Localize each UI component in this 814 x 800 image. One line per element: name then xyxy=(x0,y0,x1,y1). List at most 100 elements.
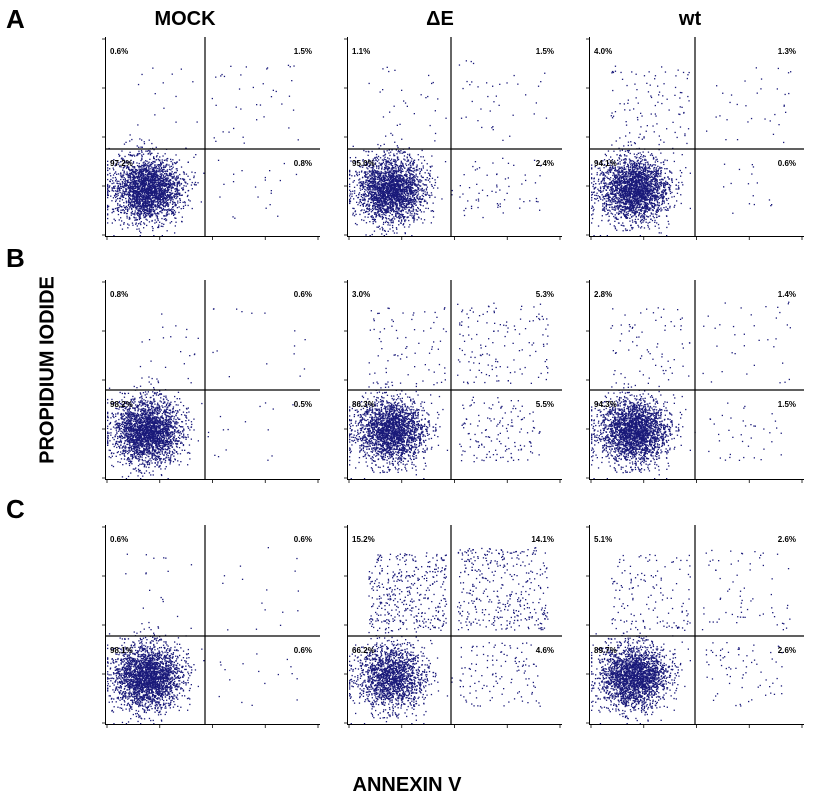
data-point xyxy=(137,204,139,207)
data-point xyxy=(396,216,398,219)
data-point xyxy=(384,200,386,203)
data-point xyxy=(129,162,132,164)
data-point xyxy=(138,186,140,188)
data-point xyxy=(389,176,392,178)
data-point xyxy=(151,188,153,191)
data-point xyxy=(125,160,127,162)
data-point xyxy=(221,73,223,76)
data-point xyxy=(117,183,119,185)
data-point xyxy=(374,171,376,173)
data-point xyxy=(391,199,394,201)
data-point xyxy=(126,184,128,186)
data-point xyxy=(129,183,132,185)
data-point xyxy=(417,195,419,197)
data-point xyxy=(425,200,427,202)
data-point xyxy=(134,168,137,170)
data-point xyxy=(114,176,117,179)
data-point xyxy=(391,168,393,170)
data-point xyxy=(158,186,160,189)
data-point xyxy=(154,93,156,95)
data-point xyxy=(352,207,354,209)
data-point xyxy=(387,210,389,212)
data-point xyxy=(157,158,160,160)
data-point xyxy=(411,199,413,201)
data-point xyxy=(394,210,397,213)
data-point xyxy=(387,230,389,232)
data-point xyxy=(125,184,128,186)
data-point xyxy=(137,203,139,205)
data-point xyxy=(379,198,381,200)
data-point xyxy=(400,168,402,170)
data-point xyxy=(366,181,368,184)
data-point xyxy=(411,174,413,176)
data-point xyxy=(171,213,173,215)
data-point xyxy=(162,182,165,184)
data-point xyxy=(392,220,394,222)
data-point xyxy=(375,215,377,218)
data-point xyxy=(144,209,146,211)
data-point xyxy=(123,222,125,224)
data-point xyxy=(354,211,356,213)
data-point xyxy=(158,182,160,184)
data-point xyxy=(426,202,428,204)
data-point xyxy=(139,198,142,200)
data-point xyxy=(230,65,232,67)
data-point xyxy=(375,182,377,185)
data-point xyxy=(157,190,159,192)
data-point xyxy=(386,176,388,178)
data-point xyxy=(131,155,133,157)
data-point xyxy=(126,210,129,212)
data-point xyxy=(160,185,162,187)
data-point xyxy=(362,204,364,206)
data-point xyxy=(385,161,387,163)
data-point xyxy=(387,168,389,170)
data-point xyxy=(463,174,465,176)
data-point xyxy=(128,199,130,202)
data-point xyxy=(397,171,400,173)
data-point xyxy=(407,201,409,204)
data-point xyxy=(145,213,147,215)
data-point xyxy=(134,203,136,205)
data-point xyxy=(142,194,144,196)
data-point xyxy=(378,200,381,202)
data-point xyxy=(397,207,400,209)
data-point xyxy=(130,191,132,193)
data-point xyxy=(170,169,172,171)
data-point xyxy=(403,207,405,209)
data-point xyxy=(430,184,433,186)
data-point xyxy=(148,186,150,188)
data-point xyxy=(431,210,434,212)
data-point xyxy=(149,189,151,191)
data-point xyxy=(387,182,389,184)
data-point xyxy=(410,193,413,195)
data-point xyxy=(143,143,146,145)
data-point xyxy=(413,191,415,193)
data-point xyxy=(396,145,398,147)
data-point xyxy=(374,205,376,207)
data-point xyxy=(412,199,414,202)
data-point xyxy=(148,209,150,212)
data-point xyxy=(418,168,421,170)
data-point xyxy=(142,184,144,187)
data-point xyxy=(138,177,141,179)
data-point xyxy=(136,198,138,200)
data-point xyxy=(151,183,153,185)
data-point xyxy=(379,179,381,181)
data-point xyxy=(215,76,217,78)
data-point xyxy=(366,176,368,178)
data-point xyxy=(430,222,432,224)
data-point xyxy=(140,180,142,182)
data-point xyxy=(394,188,396,190)
data-point xyxy=(159,198,161,200)
data-point xyxy=(404,220,406,223)
data-point xyxy=(381,204,384,207)
data-point xyxy=(360,171,363,173)
data-point xyxy=(405,208,407,210)
data-point xyxy=(127,191,129,193)
data-point xyxy=(118,190,121,192)
data-point xyxy=(170,174,172,176)
data-point xyxy=(444,161,447,163)
data-point xyxy=(127,223,129,225)
data-point xyxy=(182,189,184,191)
data-point xyxy=(354,161,356,163)
